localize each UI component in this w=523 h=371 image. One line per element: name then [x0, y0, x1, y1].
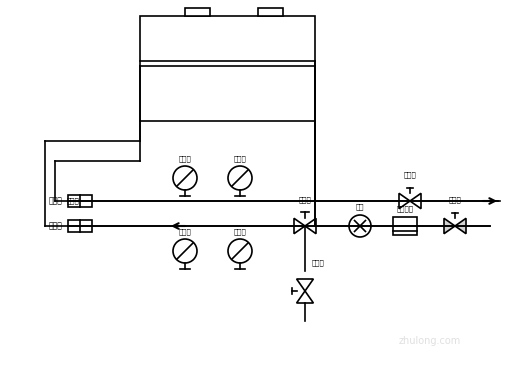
Polygon shape — [297, 291, 313, 303]
Polygon shape — [297, 279, 313, 291]
Text: 温度表: 温度表 — [234, 155, 246, 162]
Polygon shape — [410, 193, 421, 209]
Text: 压力表: 压力表 — [179, 229, 191, 235]
Bar — [258, 8, 283, 16]
Text: 管接头: 管接头 — [48, 197, 62, 206]
Text: 维修阀: 维修阀 — [404, 171, 416, 178]
Bar — [393, 217, 417, 235]
Polygon shape — [305, 218, 316, 234]
Circle shape — [173, 239, 197, 263]
Text: 压力表: 压力表 — [179, 155, 191, 162]
Bar — [69, 195, 92, 207]
Polygon shape — [294, 218, 305, 234]
Circle shape — [228, 239, 252, 263]
Bar — [140, 16, 315, 121]
Text: 调节阀: 调节阀 — [299, 196, 311, 203]
Text: 补水管: 补水管 — [312, 260, 325, 266]
Circle shape — [173, 166, 197, 190]
Polygon shape — [455, 218, 466, 234]
Text: 温度表: 温度表 — [234, 229, 246, 235]
Text: zhulong.com: zhulong.com — [399, 336, 461, 346]
Text: 水过滤器: 水过滤器 — [396, 206, 414, 212]
Bar — [185, 8, 210, 16]
Polygon shape — [444, 218, 455, 234]
Text: 管接头: 管接头 — [66, 198, 79, 204]
Bar — [69, 220, 92, 232]
Text: 维修阀: 维修阀 — [449, 196, 461, 203]
Circle shape — [349, 215, 371, 237]
Text: 管接头: 管接头 — [48, 221, 62, 230]
Polygon shape — [399, 193, 410, 209]
Circle shape — [228, 166, 252, 190]
Text: 水泵: 水泵 — [356, 203, 364, 210]
